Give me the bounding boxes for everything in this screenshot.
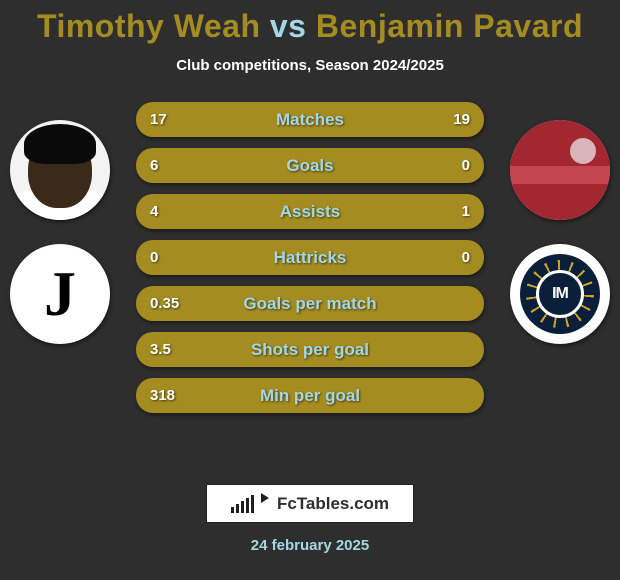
stat-label: Matches [136, 110, 484, 130]
player1-club-badge: J [10, 244, 110, 344]
stat-label: Shots per goal [136, 340, 484, 360]
stat-row: 17Matches19 [136, 102, 484, 137]
player2-avatar [510, 120, 610, 220]
stat-label: Goals per match [136, 294, 484, 314]
inter-logo-text: IM [536, 270, 584, 318]
branding-text: FcTables.com [277, 494, 389, 514]
stat-right-value: 0 [462, 249, 470, 266]
juventus-logo: J [44, 262, 76, 326]
stat-left-value: 4 [150, 203, 158, 220]
stat-left-value: 17 [150, 111, 167, 128]
left-column: J [10, 120, 110, 344]
subtitle: Club competitions, Season 2024/2025 [0, 57, 620, 74]
stat-right-value: 19 [453, 111, 470, 128]
inter-logo: IM [520, 254, 600, 334]
brand-bars-icon [231, 495, 254, 513]
stat-row: 318Min per goal [136, 378, 484, 413]
branding-badge: FcTables.com [206, 484, 414, 523]
stat-row: 0.35Goals per match [136, 286, 484, 321]
stats-list: 17Matches196Goals04Assists10Hattricks00.… [136, 102, 484, 413]
comparison-date: 24 february 2025 [251, 537, 369, 554]
stat-label: Min per goal [136, 386, 484, 406]
stat-right-value: 1 [462, 203, 470, 220]
footer: FcTables.com 24 february 2025 [0, 484, 620, 554]
brand-arrow-icon [261, 493, 269, 503]
stat-left-value: 0 [150, 249, 158, 266]
stat-row: 6Goals0 [136, 148, 484, 183]
player2-name: Benjamin Pavard [316, 8, 583, 44]
stat-row: 4Assists1 [136, 194, 484, 229]
comparison-body: J IM 17Matches196Goals04Assists10Hattric… [0, 102, 620, 462]
player1-avatar [10, 120, 110, 220]
player2-club-badge: IM [510, 244, 610, 344]
stat-row: 0Hattricks0 [136, 240, 484, 275]
stat-right-value: 0 [462, 157, 470, 174]
stat-left-value: 6 [150, 157, 158, 174]
stat-label: Assists [136, 202, 484, 222]
stat-left-value: 3.5 [150, 341, 171, 358]
stat-left-value: 0.35 [150, 295, 179, 312]
right-column: IM [510, 120, 610, 344]
stat-label: Goals [136, 156, 484, 176]
stat-left-value: 318 [150, 387, 175, 404]
stat-label: Hattricks [136, 248, 484, 268]
stat-row: 3.5Shots per goal [136, 332, 484, 367]
player1-name: Timothy Weah [37, 8, 261, 44]
vs-text: vs [270, 8, 307, 44]
comparison-title: Timothy Weah vs Benjamin Pavard [0, 0, 620, 45]
